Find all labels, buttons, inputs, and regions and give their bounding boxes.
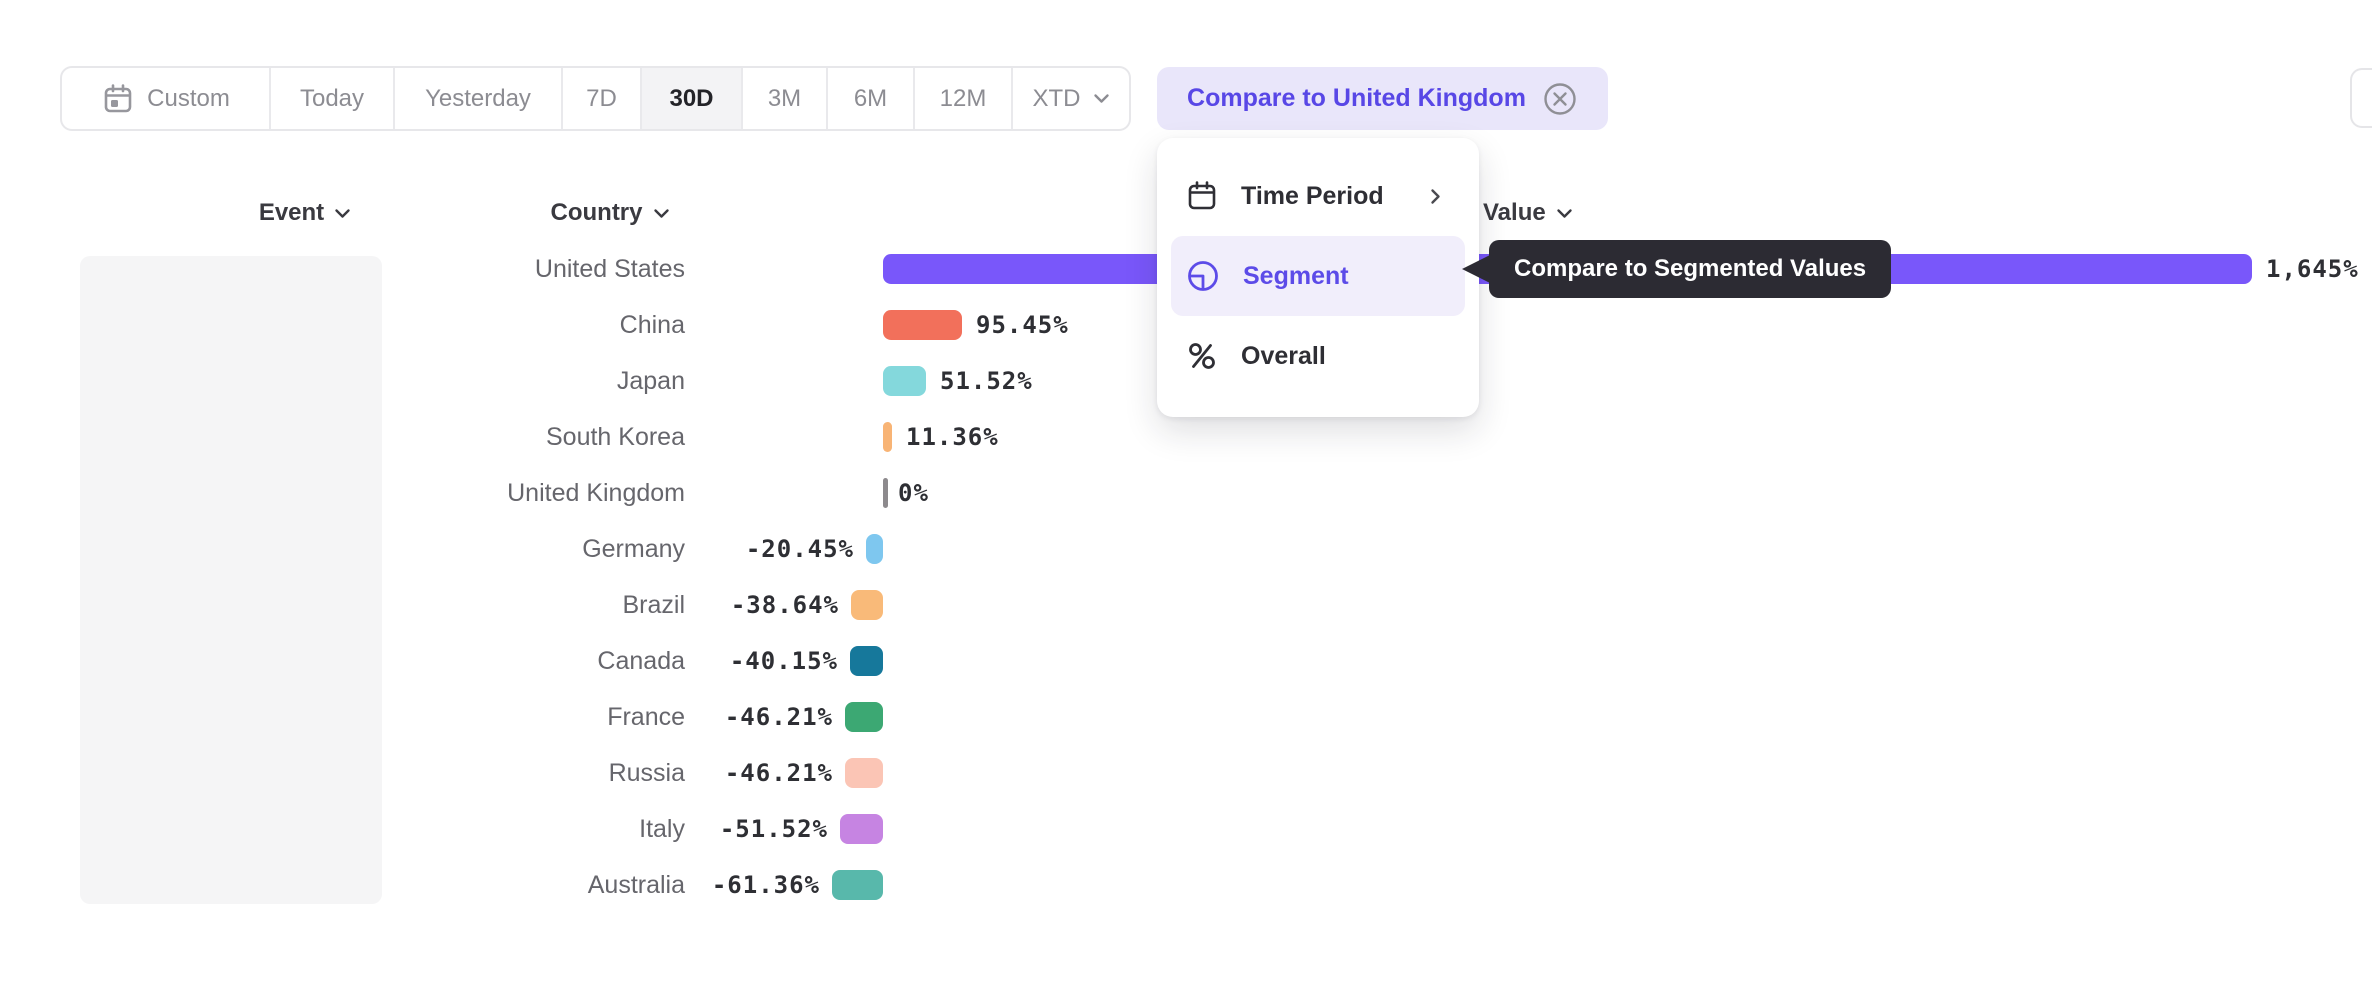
range-button-12m[interactable]: 12M [915,68,1013,129]
value-label-australia: -61.36% [711,871,820,899]
range-button-yesterday[interactable]: Yesterday [395,68,563,129]
bar-japan[interactable] [883,366,926,396]
bar-canada[interactable] [850,646,883,676]
bar-russia[interactable] [845,758,883,788]
country-label-japan[interactable]: Japan [616,367,685,395]
country-label-italy[interactable]: Italy [639,815,685,843]
country-label-south-korea[interactable]: South Korea [546,423,685,451]
country-label-canada[interactable]: Canada [597,647,685,675]
range-button-label: 30D [669,84,714,112]
segment-icon [1185,258,1221,294]
percent-icon [1185,339,1219,373]
date-range-toolbar: Custom Today Yesterday 7D 30D 3M 6M 12M XTD [60,66,1131,131]
country-label-australia[interactable]: Australia [587,871,685,899]
chevron-down-icon [334,208,351,219]
bar-italy[interactable] [840,814,883,844]
range-button-label: 6M [853,84,888,112]
country-label-united-kingdom[interactable]: United Kingdom [507,479,685,507]
value-label-brazil: -38.64% [730,591,839,619]
menu-item-label: Overall [1241,341,1326,370]
chevron-down-icon [1093,93,1110,104]
range-button-6m[interactable]: 6M [828,68,915,129]
menu-item-label: Time Period [1241,181,1384,210]
value-label-united-states: 1,645% [2266,255,2359,283]
compare-dropdown-menu: Time Period Segment Overall [1157,138,1479,417]
bar-brazil[interactable] [851,590,883,620]
column-header-value-label: Value [1483,199,1546,226]
value-label-italy: -51.52% [719,815,828,843]
bar-france[interactable] [845,702,883,732]
bar-united-kingdom[interactable] [883,478,888,508]
country-label-france[interactable]: France [607,703,685,731]
range-button-label: Today [299,84,365,112]
range-button-3m[interactable]: 3M [743,68,828,129]
menu-item-overall[interactable]: Overall [1171,316,1465,396]
column-header-event[interactable]: Event [230,196,380,230]
range-button-label: 3M [767,84,802,112]
clipped-edge-button[interactable] [2350,68,2372,128]
value-label-united-kingdom: 0% [898,479,929,507]
menu-item-segment[interactable]: Segment [1171,236,1465,316]
value-label-china: 95.45% [976,311,1069,339]
value-label-france: -46.21% [724,703,833,731]
bar-south-korea[interactable] [883,422,892,452]
bar-germany[interactable] [866,534,883,564]
calendar-icon [1185,179,1219,213]
calendar-icon [101,82,135,116]
country-label-germany[interactable]: Germany [582,535,685,563]
range-button-xtd[interactable]: XTD [1013,68,1129,129]
chevron-down-icon [653,208,670,219]
chevron-right-icon [1430,188,1441,205]
range-button-7d[interactable]: 7D [563,68,642,129]
range-button-30d[interactable]: 30D [642,68,743,129]
country-label-russia[interactable]: Russia [608,759,685,787]
tooltip: Compare to Segmented Values [1489,240,1892,298]
value-label-canada: -40.15% [729,647,838,675]
tooltip-text: Compare to Segmented Values [1514,255,1867,282]
column-header-country[interactable]: Country [520,196,700,230]
tooltip-arrow [1462,255,1490,283]
column-header-country-label: Country [550,199,643,226]
range-button-custom[interactable]: Custom [62,68,271,129]
column-header-value[interactable]: Value [1483,196,1573,230]
compare-to-chip[interactable]: Compare to United Kingdom [1157,67,1608,130]
column-header-event-label: Event [258,199,325,226]
range-button-label: 12M [939,84,987,112]
value-label-south-korea: 11.36% [906,423,999,451]
bar-china[interactable] [883,310,962,340]
country-label-united-states[interactable]: United States [534,255,685,283]
range-button-label: Yesterday [425,84,531,112]
value-label-japan: 51.52% [940,367,1033,395]
range-button-today[interactable]: Today [271,68,395,129]
country-label-brazil[interactable]: Brazil [622,591,685,619]
menu-item-label: Segment [1243,261,1349,290]
range-button-label: XTD [1032,84,1081,112]
menu-item-time-period[interactable]: Time Period [1171,156,1465,236]
range-button-label: Custom [147,84,230,112]
chevron-down-icon [1556,208,1573,219]
event-panel[interactable] [80,256,382,904]
value-label-germany: -20.45% [745,535,854,563]
bar-australia[interactable] [832,870,883,900]
range-button-label: 7D [586,84,617,112]
country-label-china[interactable]: China [619,311,685,339]
compare-to-chip-label: Compare to United Kingdom [1187,84,1526,112]
circle-x-icon[interactable] [1542,81,1578,117]
value-label-russia: -46.21% [724,759,833,787]
